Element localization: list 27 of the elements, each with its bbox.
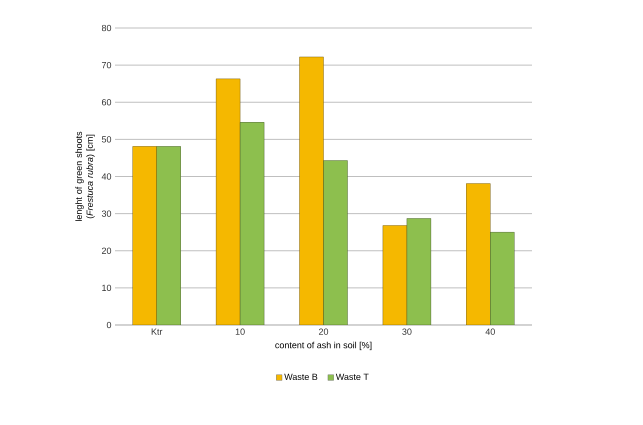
- bar: [323, 160, 348, 325]
- y-tick-label: 40: [102, 173, 112, 180]
- y-tick-label: 10: [102, 284, 112, 292]
- y-tick-label: 60: [102, 99, 112, 106]
- legend-label: Waste T: [336, 374, 369, 380]
- x-tick-label: Ktr: [152, 328, 162, 335]
- y-tick-label: 50: [102, 136, 112, 143]
- bar: [466, 183, 490, 325]
- x-tick-label: 10: [236, 328, 245, 335]
- bar: [156, 146, 181, 325]
- y-tick-label: 20: [102, 248, 112, 254]
- bar: [406, 218, 432, 325]
- bar: [490, 232, 514, 325]
- bar: [382, 225, 408, 325]
- x-axis-title: content of ash in soil [%]: [275, 342, 372, 350]
- x-tick-label: 20: [318, 328, 328, 335]
- y-tick-label: 30: [102, 210, 112, 217]
- bar: [299, 56, 324, 325]
- bar: [132, 146, 157, 325]
- legend-label: Waste B: [284, 374, 318, 380]
- y-tick-label: 80: [102, 24, 112, 32]
- x-tick-label: 40: [486, 328, 495, 335]
- x-tick-label: 30: [402, 328, 412, 335]
- y-tick-label: 0: [106, 322, 112, 328]
- bar: [216, 78, 240, 325]
- bar: [240, 122, 264, 325]
- y-tick-label: 70: [102, 62, 112, 68]
